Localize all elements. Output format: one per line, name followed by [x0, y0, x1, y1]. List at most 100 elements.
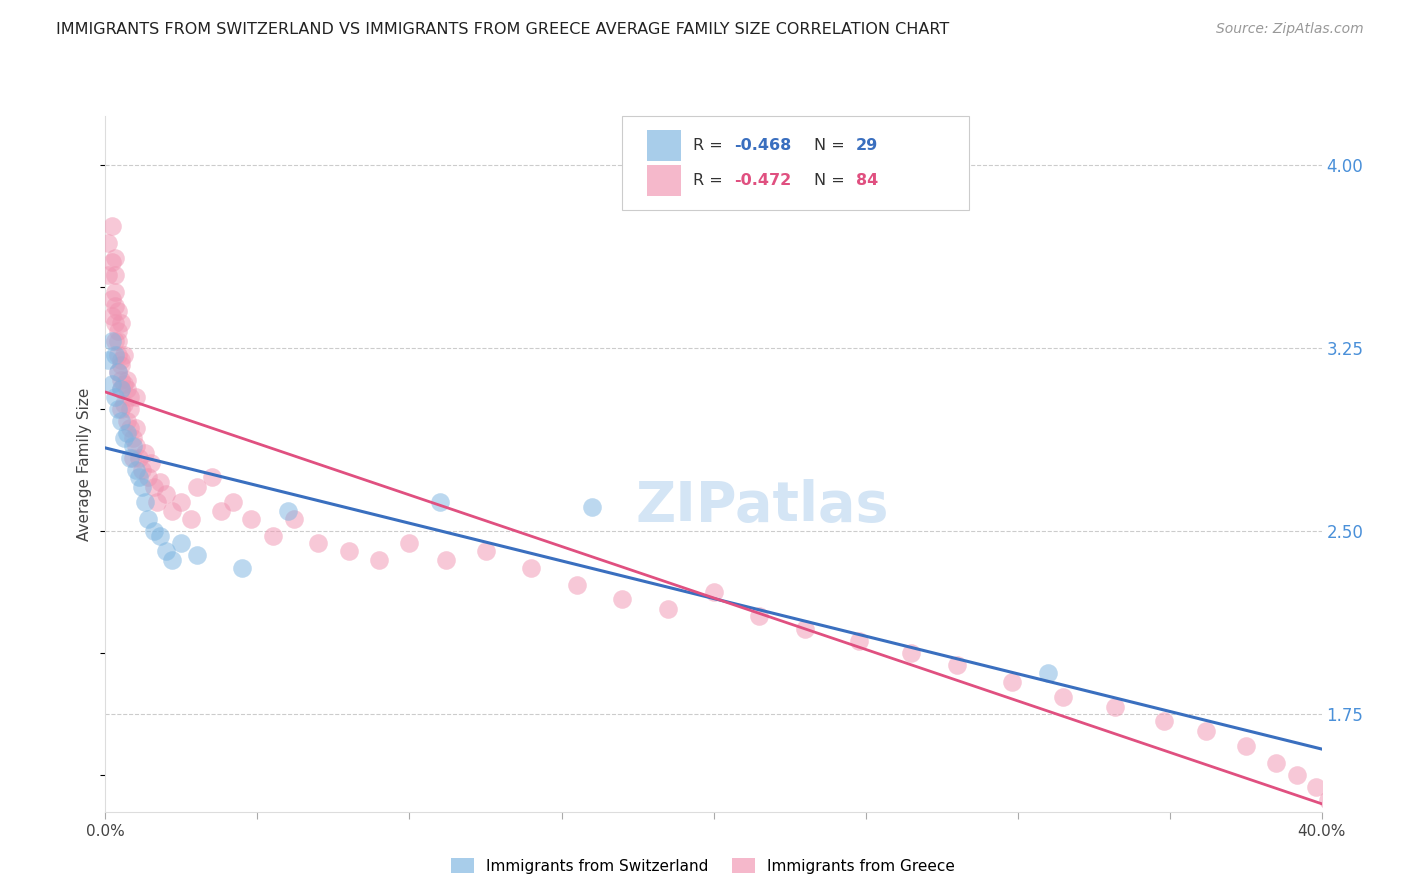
Point [118, 450, 141, 465]
Point [900, 646, 922, 660]
Point [103, 299, 125, 313]
Point [110, 317, 132, 331]
Point [1286, 768, 1309, 782]
Point [186, 549, 208, 563]
Text: N =: N = [814, 173, 851, 188]
Point [474, 543, 496, 558]
Point [128, 450, 150, 465]
Point [155, 543, 177, 558]
Point [103, 285, 125, 299]
Point [149, 529, 172, 543]
Point [222, 494, 245, 508]
Point [337, 543, 360, 558]
Point [429, 494, 451, 508]
Point [307, 536, 329, 550]
Point [110, 414, 132, 428]
Point [121, 450, 143, 465]
Point [100, 255, 122, 269]
Point [136, 512, 159, 526]
Point [131, 463, 153, 477]
Point [277, 504, 299, 518]
Point [110, 383, 132, 397]
Point [1104, 699, 1126, 714]
Point [110, 358, 132, 372]
Point [115, 426, 138, 441]
Point [97, 235, 120, 250]
Point [115, 414, 138, 428]
Point [139, 456, 162, 470]
Point [1355, 817, 1378, 831]
Point [143, 480, 166, 494]
Point [848, 633, 870, 648]
Point [131, 480, 153, 494]
Point [240, 512, 263, 526]
Point [107, 365, 129, 379]
Point [110, 373, 132, 387]
Bar [647, 130, 681, 161]
Point [186, 480, 208, 494]
Text: R =: R = [693, 173, 728, 188]
Point [612, 592, 634, 607]
Point [128, 470, 150, 484]
Point [134, 446, 156, 460]
Text: 29: 29 [856, 138, 879, 153]
Point [434, 553, 457, 567]
Point [702, 585, 725, 599]
Point [118, 421, 141, 435]
Point [100, 334, 122, 348]
Point [136, 470, 159, 484]
Point [170, 494, 193, 508]
Point [103, 334, 125, 348]
Point [162, 504, 184, 518]
Point [134, 494, 156, 508]
Point [1153, 714, 1175, 729]
Point [103, 390, 125, 404]
Text: -0.468: -0.468 [734, 138, 792, 153]
Point [107, 401, 129, 416]
Point [1036, 665, 1059, 680]
Point [283, 512, 305, 526]
Point [107, 348, 129, 362]
Point [125, 390, 148, 404]
Point [112, 431, 135, 445]
Point [1265, 756, 1288, 770]
Point [100, 292, 122, 306]
Bar [647, 165, 681, 195]
Point [1234, 739, 1257, 753]
Point [1052, 690, 1074, 704]
Point [121, 438, 143, 452]
Point [112, 348, 135, 362]
Point [398, 536, 420, 550]
Point [118, 390, 141, 404]
Point [748, 609, 770, 624]
Point [262, 529, 284, 543]
Point [112, 397, 135, 411]
Point [1334, 805, 1357, 819]
Text: 84: 84 [856, 173, 879, 188]
Point [100, 219, 122, 233]
Point [143, 524, 166, 538]
Point [107, 304, 129, 318]
Point [1305, 780, 1327, 795]
Text: R =: R = [693, 138, 728, 153]
FancyBboxPatch shape [623, 116, 969, 210]
Point [97, 353, 120, 368]
Point [121, 431, 143, 445]
Text: ZIPatlas: ZIPatlas [636, 479, 889, 533]
Point [1000, 675, 1022, 690]
Point [170, 536, 193, 550]
Point [110, 353, 132, 368]
Point [115, 383, 138, 397]
Point [103, 348, 125, 362]
Point [368, 553, 391, 567]
Point [180, 512, 202, 526]
Point [146, 494, 169, 508]
Text: -0.472: -0.472 [734, 173, 792, 188]
Text: Source: ZipAtlas.com: Source: ZipAtlas.com [1216, 22, 1364, 37]
Point [103, 268, 125, 282]
Point [110, 383, 132, 397]
Point [125, 463, 148, 477]
Point [118, 401, 141, 416]
Point [103, 317, 125, 331]
Point [945, 658, 967, 673]
